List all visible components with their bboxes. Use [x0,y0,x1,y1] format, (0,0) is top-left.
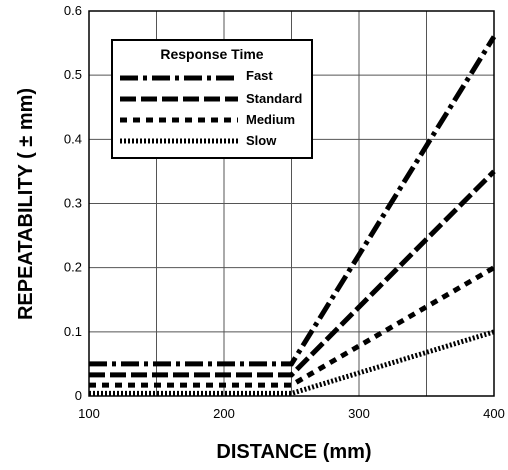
plot-frame [88,10,495,397]
y-tick-label: 0 [75,388,82,403]
y-tick-label: 0.4 [64,131,82,146]
x-tick-label: 100 [78,406,100,421]
legend-label-fast: Fast [246,68,273,83]
series-lines [89,35,497,396]
legend-label-standard: Standard [246,91,302,106]
y-tick-label: 0.6 [64,3,82,18]
legend-items: Fast Standard Medium Slow [120,68,302,148]
legend-label-slow: Slow [246,133,277,148]
x-tick-label: 300 [348,406,370,421]
y-tick-label: 0.1 [64,324,82,339]
y-tick-label: 0.3 [64,196,82,211]
x-tick-labels: 100 200 300 400 [78,406,505,421]
x-axis-title: DISTANCE (mm) [216,441,371,463]
x-tick-label: 200 [213,406,235,421]
legend-title: Response Time [160,46,263,62]
series-line-standard [89,169,496,378]
legend: Response Time Fast Standard Medium Slow [111,39,313,159]
y-tick-labels: 0 0.1 0.2 0.3 0.4 0.5 0.6 [64,3,82,403]
y-axis-title: REPEATABILITY ( ± mm) [15,88,37,320]
y-tick-label: 0.5 [64,67,82,82]
y-tick-label: 0.2 [64,260,82,275]
x-tick-label: 400 [483,406,505,421]
series-line-fast [89,35,497,367]
series-line-medium [89,265,496,388]
legend-label-medium: Medium [246,112,295,127]
